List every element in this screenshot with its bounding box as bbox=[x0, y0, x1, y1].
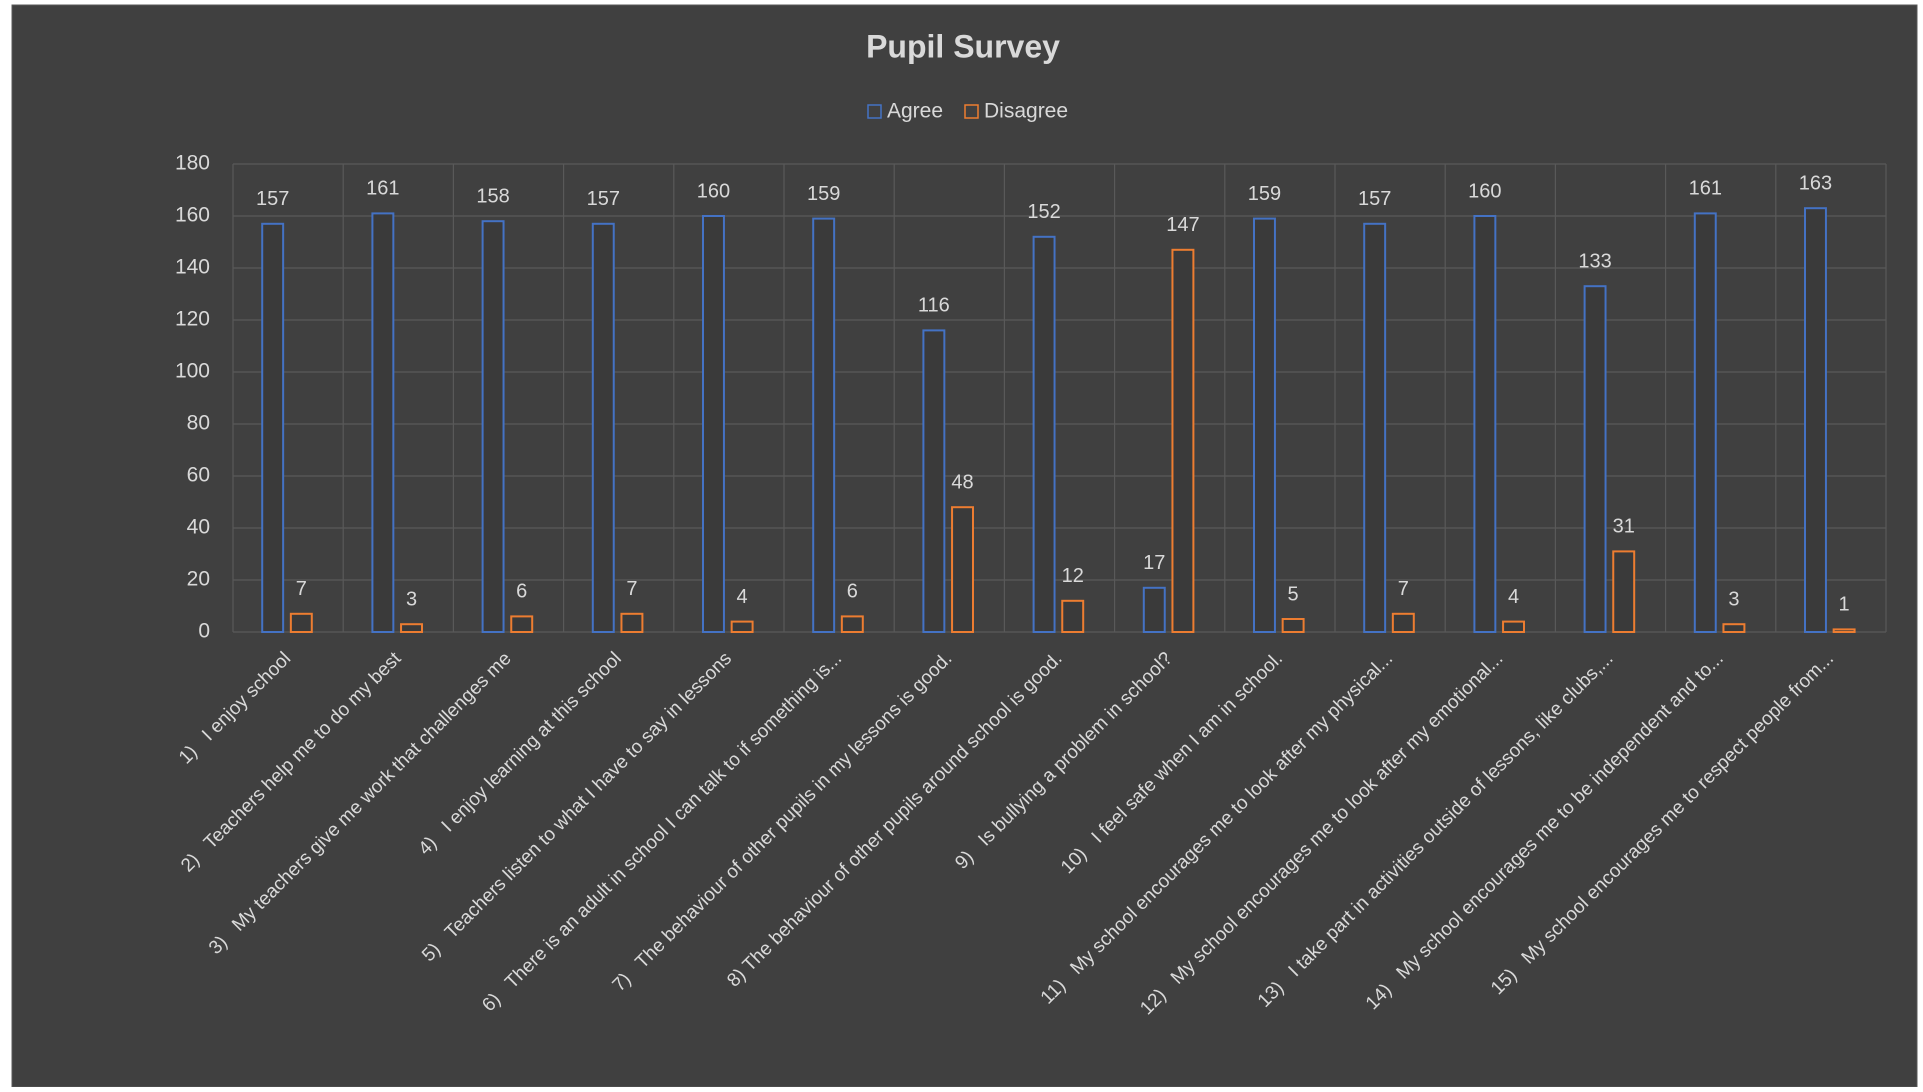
bar bbox=[620, 612, 644, 633]
data-label: 159 bbox=[807, 183, 840, 205]
y-tick-label: 40 bbox=[187, 516, 210, 539]
data-label: 7 bbox=[296, 578, 307, 600]
data-label: 161 bbox=[1689, 178, 1722, 200]
bar bbox=[730, 620, 754, 633]
bar bbox=[371, 212, 395, 633]
bar bbox=[1832, 628, 1856, 634]
bar bbox=[1583, 285, 1607, 633]
y-tick-label: 60 bbox=[187, 464, 210, 487]
bar bbox=[591, 222, 615, 634]
data-label: 7 bbox=[1398, 578, 1409, 600]
data-label: 48 bbox=[951, 471, 973, 493]
data-label: 157 bbox=[1358, 188, 1391, 210]
bar bbox=[840, 615, 864, 634]
data-label: 160 bbox=[1468, 180, 1501, 202]
bar bbox=[261, 222, 285, 634]
data-label: 157 bbox=[587, 188, 620, 210]
data-label: 159 bbox=[1248, 183, 1281, 205]
bar bbox=[289, 612, 313, 633]
bar bbox=[702, 215, 725, 633]
data-label: 1 bbox=[1839, 594, 1850, 616]
bar bbox=[400, 623, 423, 634]
legend-label: Disagree bbox=[984, 100, 1068, 123]
data-label: 17 bbox=[1143, 552, 1165, 574]
bar bbox=[1061, 599, 1085, 633]
data-label: 157 bbox=[256, 188, 289, 210]
data-label: 116 bbox=[918, 295, 950, 317]
bar bbox=[481, 220, 505, 633]
data-label: 4 bbox=[737, 586, 748, 608]
bar bbox=[1722, 623, 1746, 634]
bar bbox=[812, 217, 836, 633]
bar bbox=[1032, 235, 1056, 634]
data-label: 6 bbox=[847, 581, 858, 603]
bar bbox=[1502, 620, 1525, 633]
bar bbox=[922, 329, 946, 633]
bar bbox=[951, 506, 974, 634]
y-tick-label: 120 bbox=[175, 308, 210, 331]
data-label: 133 bbox=[1578, 250, 1611, 272]
data-label: 147 bbox=[1166, 214, 1199, 236]
data-label: 161 bbox=[366, 178, 399, 200]
data-label: 12 bbox=[1062, 565, 1084, 587]
y-tick-label: 160 bbox=[175, 204, 210, 227]
data-label: 3 bbox=[1728, 588, 1739, 610]
y-tick-label: 140 bbox=[175, 256, 210, 279]
y-tick-label: 20 bbox=[187, 568, 210, 591]
bar bbox=[1281, 618, 1305, 633]
data-label: 31 bbox=[1613, 516, 1635, 538]
data-label: 4 bbox=[1508, 586, 1519, 608]
legend-swatch bbox=[867, 104, 882, 119]
bar bbox=[1693, 212, 1717, 633]
legend-swatch bbox=[964, 104, 979, 119]
y-tick-label: 180 bbox=[175, 152, 210, 175]
legend-label: Agree bbox=[887, 100, 943, 123]
y-tick-label: 100 bbox=[175, 360, 210, 383]
y-tick-label: 80 bbox=[187, 412, 210, 435]
bar bbox=[1253, 217, 1276, 633]
chart-title: Pupil Survey bbox=[866, 28, 1060, 64]
bar bbox=[1363, 222, 1387, 634]
bar bbox=[1391, 612, 1415, 633]
bar bbox=[1473, 215, 1497, 633]
bar bbox=[1804, 207, 1827, 633]
bar bbox=[1142, 586, 1166, 633]
bar bbox=[1171, 248, 1195, 634]
data-label: 160 bbox=[697, 180, 730, 202]
data-label: 152 bbox=[1027, 201, 1060, 223]
data-label: 163 bbox=[1799, 172, 1832, 194]
data-label: 158 bbox=[476, 185, 509, 207]
y-tick-label: 0 bbox=[198, 620, 210, 643]
data-label: 6 bbox=[516, 581, 527, 603]
data-label: 3 bbox=[406, 588, 417, 610]
bar bbox=[1612, 550, 1636, 634]
data-label: 7 bbox=[626, 578, 637, 600]
data-label: 5 bbox=[1288, 583, 1299, 605]
bar bbox=[510, 615, 534, 634]
